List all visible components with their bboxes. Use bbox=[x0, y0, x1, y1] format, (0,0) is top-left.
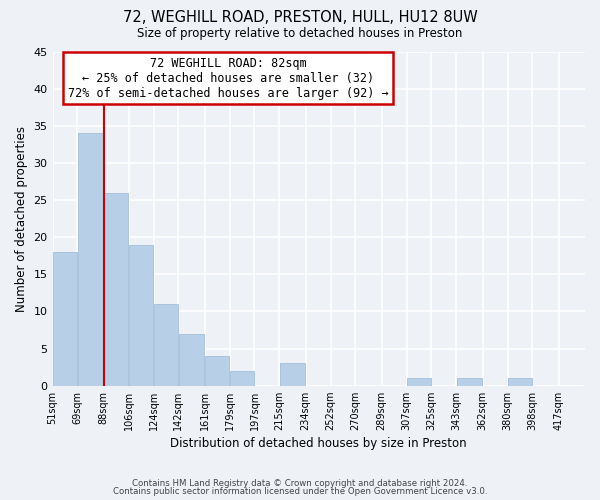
Bar bbox=[154, 304, 178, 386]
Text: Size of property relative to detached houses in Preston: Size of property relative to detached ho… bbox=[137, 28, 463, 40]
Bar bbox=[280, 364, 305, 386]
Bar bbox=[77, 133, 104, 386]
Bar bbox=[205, 356, 229, 386]
Bar bbox=[179, 334, 205, 386]
Text: Contains HM Land Registry data © Crown copyright and database right 2024.: Contains HM Land Registry data © Crown c… bbox=[132, 478, 468, 488]
Text: 72, WEGHILL ROAD, PRESTON, HULL, HU12 8UW: 72, WEGHILL ROAD, PRESTON, HULL, HU12 8U… bbox=[122, 10, 478, 25]
Bar bbox=[129, 244, 153, 386]
X-axis label: Distribution of detached houses by size in Preston: Distribution of detached houses by size … bbox=[170, 437, 467, 450]
Bar bbox=[508, 378, 532, 386]
Bar bbox=[104, 192, 128, 386]
Bar bbox=[407, 378, 431, 386]
Y-axis label: Number of detached properties: Number of detached properties bbox=[15, 126, 28, 312]
Bar bbox=[230, 371, 254, 386]
Text: 72 WEGHILL ROAD: 82sqm
← 25% of detached houses are smaller (32)
72% of semi-det: 72 WEGHILL ROAD: 82sqm ← 25% of detached… bbox=[68, 56, 389, 100]
Bar bbox=[457, 378, 482, 386]
Text: Contains public sector information licensed under the Open Government Licence v3: Contains public sector information licen… bbox=[113, 487, 487, 496]
Bar bbox=[53, 252, 77, 386]
